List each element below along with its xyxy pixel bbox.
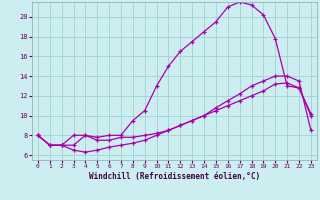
- X-axis label: Windchill (Refroidissement éolien,°C): Windchill (Refroidissement éolien,°C): [89, 172, 260, 181]
